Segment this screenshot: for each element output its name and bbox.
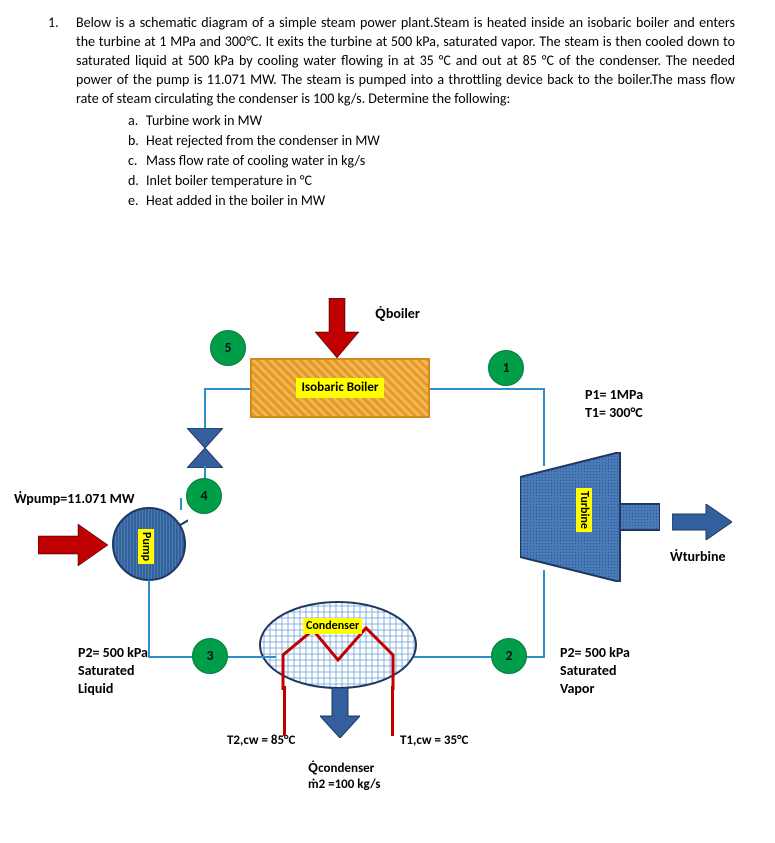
qboiler-label: Q̇boiler xyxy=(375,305,420,324)
turbine-label: Turbine xyxy=(576,488,592,532)
condenser: Condenser xyxy=(258,600,418,690)
arrow-qcondenser-icon xyxy=(320,688,360,738)
node-4: 4 xyxy=(186,478,222,514)
m2-label: ṁ2 =100 kg/s xyxy=(308,776,381,794)
p1-line1: P1= 1MPa xyxy=(585,386,643,405)
pump: Pump xyxy=(110,505,188,583)
p2-line1: P2= 500 kPa xyxy=(560,644,630,663)
node-2: 2 xyxy=(491,638,527,674)
boiler-label: Isobaric Boiler xyxy=(296,378,383,398)
arrow-wturbine-icon xyxy=(672,504,732,540)
condenser-label: Condenser xyxy=(303,618,362,634)
pipe xyxy=(204,388,206,430)
pipe xyxy=(148,580,150,658)
pipe xyxy=(180,498,182,510)
p2-line3: Vapor xyxy=(560,680,594,699)
node-3: 3 xyxy=(192,638,228,674)
cw-line xyxy=(391,686,394,736)
pipe xyxy=(543,570,545,658)
node-1: 1 xyxy=(488,350,524,386)
boiler: Isobaric Boiler xyxy=(250,358,430,418)
p3-line3: Liquid xyxy=(78,680,113,699)
wpump-label: Ẇpump=11.071 MW xyxy=(14,490,135,509)
node-5: 5 xyxy=(210,330,246,366)
qcondenser-label: Q̇condenser xyxy=(308,760,374,778)
arrow-wpump-icon xyxy=(38,524,108,566)
pump-label: Pump xyxy=(138,529,154,564)
pipe xyxy=(204,388,250,390)
steam-plant-diagram: Q̇boiler Isobaric Boiler 5 1 4 Pump Ẇpu… xyxy=(0,0,775,843)
throttle-valve-icon xyxy=(187,428,223,468)
p2-line2: Saturated xyxy=(560,662,616,681)
wturbine-label: Ẇturbine xyxy=(670,548,726,567)
p1-line2: T1= 300°C xyxy=(585,404,643,423)
p3-line1: P2= 500 kPa xyxy=(78,644,148,663)
cw-line xyxy=(283,686,286,736)
p3-line2: Saturated xyxy=(78,662,134,681)
t1cw-label: T1,cw = 35°C xyxy=(400,732,468,750)
pipe xyxy=(430,388,545,390)
arrow-qboiler-icon xyxy=(315,298,359,358)
turbine: Turbine xyxy=(520,452,660,582)
